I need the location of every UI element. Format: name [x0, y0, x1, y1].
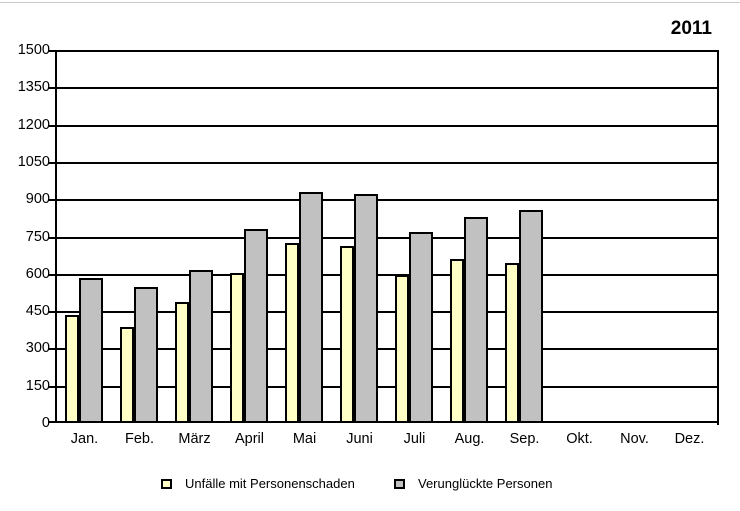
y-tick-1350: [48, 87, 57, 89]
x-axis-label-Mai: Mai: [292, 431, 317, 447]
bar-unfaelle-Sep: [505, 263, 519, 423]
y-tick-450: [48, 311, 57, 313]
x-axis-label-April: April: [234, 431, 264, 447]
y-axis-label-1500: 1500: [17, 42, 50, 58]
y-axis-label-900: 900: [25, 191, 50, 207]
gridline-150: [57, 386, 717, 388]
gridline-1200: [57, 125, 717, 127]
y-tick-1050: [48, 162, 57, 164]
x-axis-label-Juli: Juli: [403, 431, 426, 447]
y-tick-900: [48, 199, 57, 201]
gridline-0: [57, 421, 717, 423]
bar-verungglueckte-Juni: [354, 194, 378, 423]
y-axis-label-1050: 1050: [17, 154, 50, 170]
gridline-900: [57, 199, 717, 201]
bar-unfaelle-Feb: [120, 327, 134, 423]
y-axis-label-750: 750: [25, 229, 50, 245]
bar-verungglueckte-Mai: [299, 192, 323, 423]
y-axis-label-0: 0: [41, 415, 50, 431]
x-axis-label-Feb: Feb.: [124, 431, 154, 447]
bar-verungglueckte-Aug: [464, 217, 488, 423]
y-axis-label-450: 450: [25, 303, 50, 319]
plot-right-border: [717, 50, 719, 425]
y-tick-600: [48, 274, 57, 276]
x-axis-label-Dez: Dez.: [674, 431, 705, 447]
bar-verungglueckte-April: [244, 229, 268, 423]
gridline-600: [57, 274, 717, 276]
x-axis-label-Nov: Nov.: [620, 431, 649, 447]
chart-legend: Unfälle mit Personenschaden Verunglückte…: [0, 474, 740, 498]
x-axis-label-Okt: Okt.: [566, 431, 593, 447]
gridline-1350: [57, 87, 717, 89]
bar-unfaelle-Aug: [450, 259, 464, 423]
y-tick-750: [48, 237, 57, 239]
x-axis-label-Jan: Jan.: [70, 431, 99, 447]
bar-unfaelle-März: [175, 302, 189, 423]
bar-unfaelle-April: [230, 273, 244, 423]
legend-label-unfaelle: Unfälle mit Personenschaden: [185, 476, 355, 491]
x-axis-label-Aug: Aug.: [454, 431, 485, 447]
bar-unfaelle-Mai: [285, 243, 299, 423]
bar-verungglueckte-Juli: [409, 232, 433, 423]
legend-marker-verungglueckte: [394, 479, 405, 489]
bar-verungglueckte-Sep: [519, 210, 543, 423]
legend-marker-unfaelle: [161, 479, 172, 489]
gridline-1500: [57, 50, 717, 52]
x-axis-label-Sep: Sep.: [509, 431, 540, 447]
legend-label-verungglueckte: Verunglückte Personen: [418, 476, 553, 491]
gridline-450: [57, 311, 717, 313]
y-axis-line: [55, 50, 57, 423]
plot-area: 0 150 300 450 600 750 900 1050 1200 1350 1500 Jan. F…: [18, 42, 719, 447]
bar-verungglueckte-Jan: [79, 278, 103, 423]
bar-verungglueckte-März: [189, 270, 213, 423]
y-tick-1500: [48, 50, 57, 52]
bar-unfaelle-Juli: [395, 275, 409, 423]
y-tick-150: [48, 386, 57, 388]
y-tick-300: [48, 348, 57, 350]
gridline-750: [57, 237, 717, 239]
y-tick-1200: [48, 125, 57, 127]
y-axis-label-600: 600: [25, 266, 50, 282]
y-axis-label-1200: 1200: [17, 117, 50, 133]
x-axis-label-Juni: Juni: [346, 431, 373, 447]
y-tick-0: [48, 421, 57, 423]
top-divider-rule: [0, 2, 740, 3]
chart-title-year: 2011: [670, 18, 712, 39]
x-axis-label-März: März: [178, 431, 211, 447]
bar-verungglueckte-Feb: [134, 287, 158, 423]
bar-unfaelle-Jan: [65, 315, 79, 423]
gridline-300: [57, 348, 717, 350]
gridline-1050: [57, 162, 717, 164]
y-axis-label-150: 150: [25, 378, 50, 394]
y-axis-label-300: 300: [25, 340, 50, 356]
bar-unfaelle-Juni: [340, 246, 354, 423]
y-axis-label-1350: 1350: [17, 79, 50, 95]
